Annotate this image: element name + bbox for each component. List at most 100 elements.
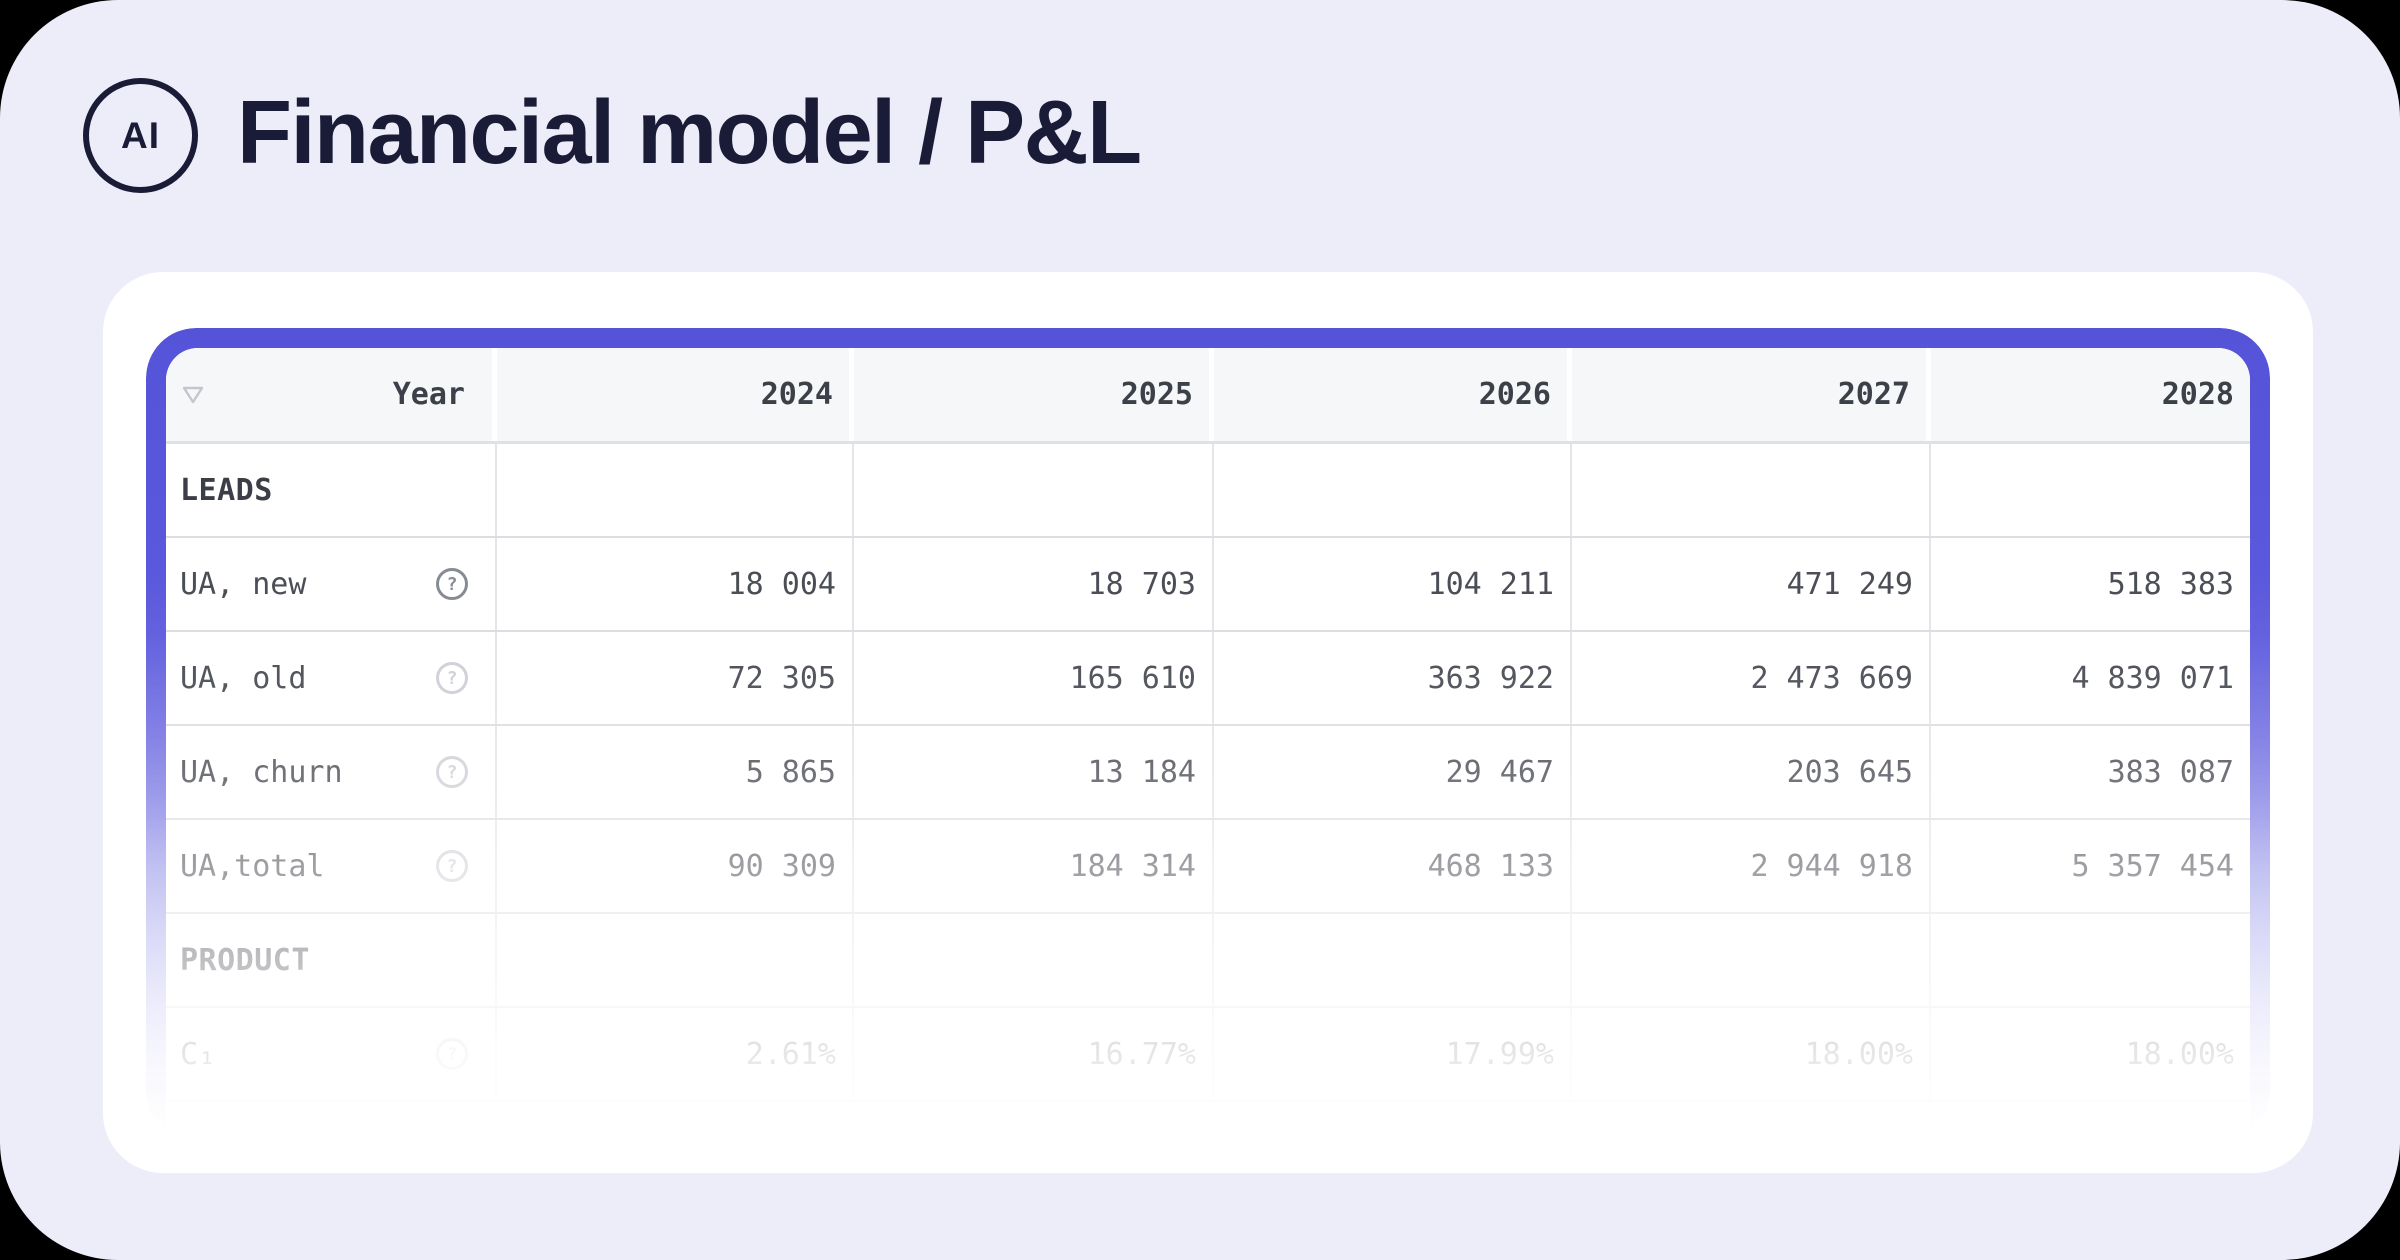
ai-logo-badge: AI: [83, 78, 198, 193]
table-row-c1: C₁ ? 2.61% 16.77% 17.99% 18.00% 18.00%: [166, 1008, 2250, 1102]
cell-value: 383 087: [2107, 754, 2234, 790]
value-cell: 13 184: [854, 726, 1214, 818]
value-cell: 203 645: [1572, 726, 1931, 818]
value-cell: 2 944 918: [1572, 820, 1931, 912]
page-title: Financial model / P&L: [237, 82, 1142, 183]
section-label-cell: PRODUCT: [166, 914, 497, 1006]
value-cell: 468 133: [1214, 820, 1572, 912]
cell-value: 165 610: [1069, 660, 1196, 696]
empty-cell: [497, 444, 854, 536]
help-glyph: ?: [446, 1043, 458, 1065]
help-icon[interactable]: ?: [436, 662, 468, 694]
row-label-cell: UA, new ?: [166, 538, 497, 630]
row-label: C₁: [180, 1036, 217, 1072]
value-cell: 90 309: [497, 820, 854, 912]
help-icon[interactable]: ?: [436, 568, 468, 600]
header-cell-year: Year: [166, 348, 497, 441]
help-glyph: ?: [446, 573, 458, 595]
cell-value: 17.99%: [1445, 1036, 1554, 1072]
help-icon[interactable]: ?: [436, 1038, 468, 1070]
value-cell: 5 357 454: [1931, 820, 2250, 912]
ai-logo-text: AI: [121, 114, 160, 156]
year-label: 2026: [1478, 377, 1551, 412]
empty-cell: [1931, 444, 2250, 536]
cell-value: 5 865: [745, 754, 836, 790]
row-label-cell: C₁ ?: [166, 1008, 497, 1100]
cell-value: 16.77%: [1087, 1036, 1196, 1072]
help-glyph: ?: [446, 855, 458, 877]
help-icon[interactable]: ?: [436, 756, 468, 788]
table-row-ua-total: UA,total ? 90 309 184 314 468 133 2 944 …: [166, 820, 2250, 914]
table-row-ua-old: UA, old ? 72 305 165 610 363 922 2 473 6…: [166, 632, 2250, 726]
help-icon[interactable]: ?: [436, 850, 468, 882]
table-card: Year 2024 2025 2026 2027 2028 LEADS: [103, 272, 2313, 1173]
year-label: 2027: [1837, 377, 1910, 412]
year-label: 2024: [760, 377, 833, 412]
value-cell: 2.61%: [497, 1008, 854, 1100]
empty-cell: [1572, 444, 1931, 536]
row-label: UA,total: [180, 848, 325, 884]
cell-value: 471 249: [1786, 566, 1913, 602]
section-label-cell: LEADS: [166, 444, 497, 536]
value-cell: 363 922: [1214, 632, 1572, 724]
table-row-ua-churn: UA, churn ? 5 865 13 184 29 467 203 645 …: [166, 726, 2250, 820]
value-cell: 471 249: [1572, 538, 1931, 630]
value-cell: 17.99%: [1214, 1008, 1572, 1100]
row-label-cell: UA,total ?: [166, 820, 497, 912]
filter-triangle-icon[interactable]: [180, 382, 206, 408]
table-section-row-leads: LEADS: [166, 444, 2250, 538]
header-cell-2024: 2024: [497, 348, 854, 441]
value-cell: 383 087: [1931, 726, 2250, 818]
cell-value: 203 645: [1786, 754, 1913, 790]
row-label-cell: UA, churn ?: [166, 726, 497, 818]
cell-value: 4 839 071: [2071, 660, 2234, 696]
help-glyph: ?: [446, 761, 458, 783]
empty-cell: [497, 914, 854, 1006]
empty-cell: [1572, 914, 1931, 1006]
cell-value: 13 184: [1087, 754, 1196, 790]
cell-value: 18 703: [1087, 566, 1196, 602]
cell-value: 18 004: [727, 566, 836, 602]
value-cell: 16.77%: [854, 1008, 1214, 1100]
value-cell: 18 004: [497, 538, 854, 630]
section-label: PRODUCT: [180, 942, 310, 978]
cell-value: 363 922: [1427, 660, 1554, 696]
value-cell: 29 467: [1214, 726, 1572, 818]
empty-cell: [854, 914, 1214, 1006]
value-cell: 18.00%: [1931, 1008, 2250, 1100]
value-cell: 184 314: [854, 820, 1214, 912]
cell-value: 468 133: [1427, 848, 1554, 884]
empty-cell: [1931, 914, 2250, 1006]
table-row-ua-new: UA, new ? 18 004 18 703 104 211 471 249 …: [166, 538, 2250, 632]
cell-value: 104 211: [1427, 566, 1554, 602]
header-cell-2027: 2027: [1572, 348, 1931, 441]
value-cell: 165 610: [854, 632, 1214, 724]
value-cell: 4 839 071: [1931, 632, 2250, 724]
cell-value: 2 944 918: [1750, 848, 1913, 884]
year-label: 2028: [2161, 377, 2234, 412]
cell-value: 184 314: [1069, 848, 1196, 884]
cell-value: 518 383: [2107, 566, 2234, 602]
cell-value: 18.00%: [1804, 1036, 1913, 1072]
cell-value: 90 309: [727, 848, 836, 884]
header-cell-2025: 2025: [854, 348, 1214, 441]
header-cell-2028: 2028: [1931, 348, 2250, 441]
empty-cell: [1214, 444, 1572, 536]
cell-value: 29 467: [1445, 754, 1554, 790]
cell-value: 2.61%: [745, 1036, 836, 1072]
row-label-cell: UA, old ?: [166, 632, 497, 724]
value-cell: 72 305: [497, 632, 854, 724]
cell-value: 72 305: [727, 660, 836, 696]
cell-value: 5 357 454: [2071, 848, 2234, 884]
empty-cell: [1214, 914, 1572, 1006]
cell-value: 18.00%: [2125, 1036, 2234, 1072]
value-cell: 104 211: [1214, 538, 1572, 630]
cell-value: 2 473 669: [1750, 660, 1913, 696]
value-cell: 18 703: [854, 538, 1214, 630]
year-label: 2025: [1120, 377, 1193, 412]
value-cell: 5 865: [497, 726, 854, 818]
row-label: UA, churn: [180, 754, 343, 790]
row-label: UA, new: [180, 566, 307, 602]
